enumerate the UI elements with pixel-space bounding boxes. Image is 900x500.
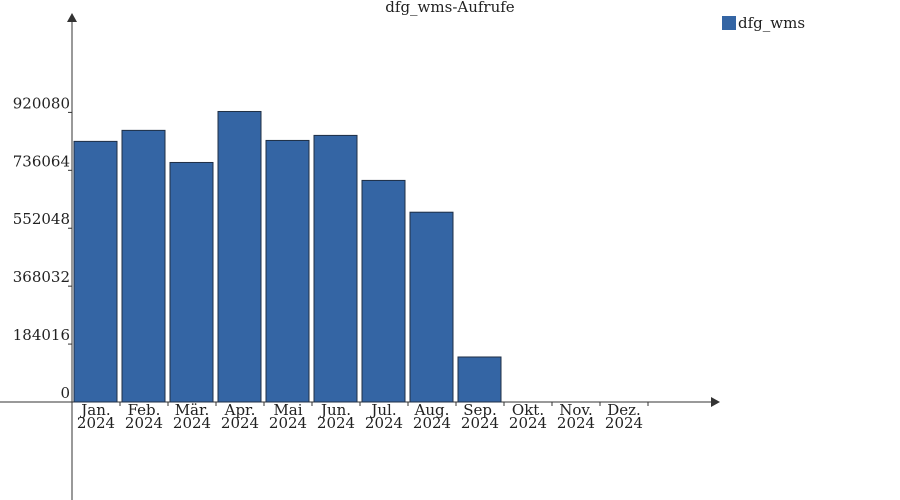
bar — [409, 211, 454, 403]
x-tick-label: 2024 — [557, 414, 595, 432]
x-tick-label: Mär. — [175, 401, 210, 419]
x-tick-label: Jul. — [369, 401, 396, 419]
bar — [169, 161, 214, 403]
bar — [313, 134, 358, 403]
x-tick-label: Jun. — [319, 401, 351, 419]
x-tick-label: 2024 — [173, 414, 211, 432]
y-axis-arrow — [67, 13, 77, 22]
y-tick-label: 736064 — [13, 152, 70, 170]
bar — [73, 140, 118, 403]
x-tick-label: 2024 — [221, 414, 259, 432]
x-tick-label: Jan. — [79, 401, 110, 419]
x-tick-label: Okt. — [512, 401, 544, 419]
y-tick-label: 920080 — [13, 94, 70, 112]
x-tick-label: Nov. — [559, 401, 593, 419]
x-tick-label: 2024 — [269, 414, 307, 432]
bar — [121, 129, 166, 403]
bar — [361, 179, 406, 403]
x-tick-label: 2024 — [317, 414, 355, 432]
bar — [217, 110, 262, 403]
x-tick-label: 2024 — [461, 414, 499, 432]
x-tick-label: 2024 — [509, 414, 547, 432]
bar — [457, 356, 502, 403]
x-tick-label: 2024 — [365, 414, 403, 432]
x-tick-label: Dez. — [607, 401, 641, 419]
legend-label: dfg_wms — [738, 14, 805, 32]
x-tick-label: Aug. — [414, 401, 450, 419]
legend-swatch — [722, 16, 736, 30]
y-tick-label: 0 — [60, 384, 70, 402]
y-tick-label: 368032 — [13, 268, 70, 286]
x-tick-label: 2024 — [413, 414, 451, 432]
x-tick-label: Sep. — [463, 401, 497, 419]
x-tick-label: Mai — [273, 401, 302, 419]
chart-title: dfg_wms-Aufrufe — [385, 0, 515, 16]
bar — [265, 139, 310, 403]
x-tick-label: 2024 — [77, 414, 115, 432]
x-tick-label: Feb. — [128, 401, 161, 419]
x-tick-label: 2024 — [605, 414, 643, 432]
y-tick-label: 184016 — [13, 326, 70, 344]
x-axis-arrow — [711, 397, 720, 407]
x-tick-label: 2024 — [125, 414, 163, 432]
x-tick-label: Apr. — [224, 401, 256, 419]
y-tick-label: 552048 — [13, 210, 70, 228]
